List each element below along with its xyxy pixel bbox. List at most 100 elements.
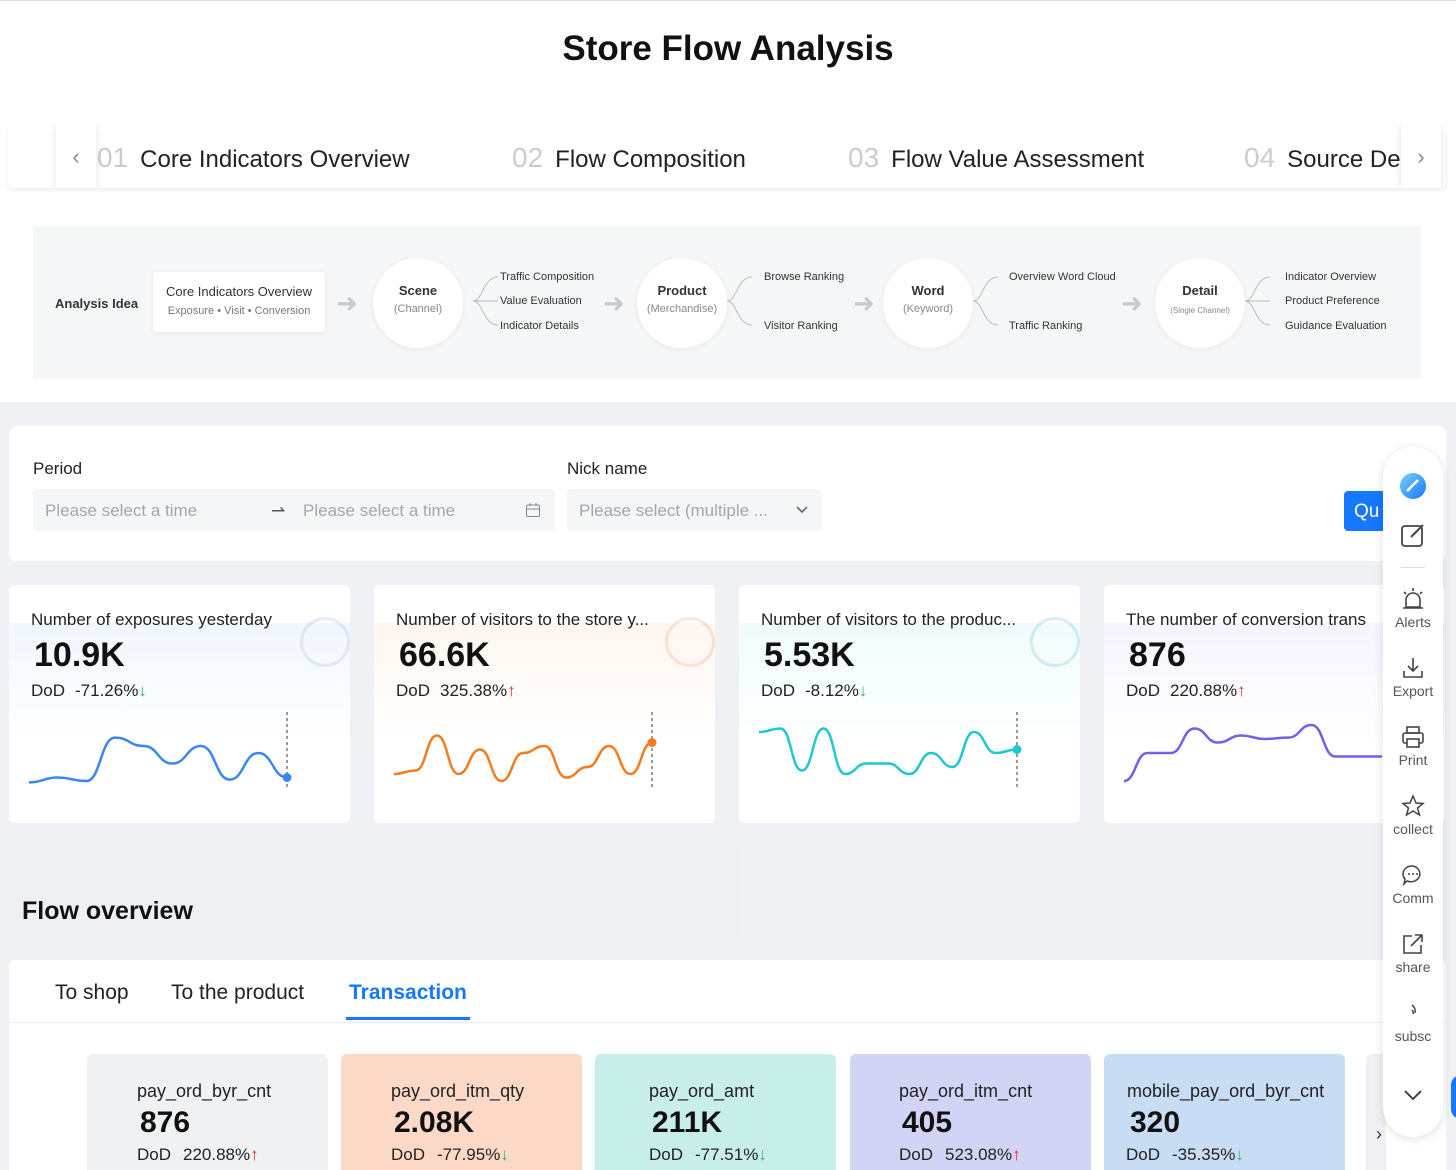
metric-name: pay_ord_byr_cnt: [137, 1081, 272, 1101]
sparkline-path: [1124, 723, 1382, 783]
metric-card[interactable]: pay_ord_amt 211K DoD -77.51%↓: [595, 1054, 836, 1170]
branch-lines: [727, 276, 753, 326]
step-2[interactable]: 02 Flow Composition: [512, 142, 746, 173]
kpi-value: 10.9K: [34, 636, 125, 674]
toolbar-divider: [1401, 567, 1425, 568]
share-button[interactable]: share: [1383, 932, 1443, 975]
flow-arrow-icon: ➜: [853, 288, 875, 318]
edit-button[interactable]: [1383, 521, 1443, 552]
metric-card[interactable]: pay_ord_itm_qty 2.08K DoD -77.95%↓: [341, 1054, 582, 1170]
user-watermark-icon: [665, 617, 715, 667]
metric-value: 320: [1130, 1106, 1181, 1139]
kpi-dod: DoD 220.88%↑: [1126, 681, 1246, 700]
period-start-input[interactable]: Please select a time: [45, 501, 198, 520]
branch-item: Value Evaluation: [500, 295, 582, 307]
arrow-up-icon: ↑: [1012, 1145, 1021, 1164]
period-label: Period: [33, 459, 83, 478]
branch-lines: [973, 276, 999, 326]
kpi-title: Number of visitors to the produc...: [761, 610, 1017, 629]
arrow-down-icon: ↓: [758, 1145, 767, 1164]
core-indicators-box: Core Indicators Overview Exposure • Visi…: [153, 272, 325, 332]
metric-value: 876: [140, 1106, 191, 1139]
page-title: Store Flow Analysis: [562, 29, 894, 68]
chevron-down-icon: [796, 506, 808, 514]
arrow-down-icon: ↓: [500, 1145, 509, 1164]
kpi-title: Number of exposures yesterday: [31, 610, 272, 629]
sparkline-point: [1012, 745, 1022, 754]
metric-dod: DoD 523.08%↑: [899, 1145, 1021, 1164]
arrow-down-icon: ↓: [1235, 1145, 1244, 1164]
active-tab-indicator: [346, 1017, 470, 1020]
assistant-bubble[interactable]: [1451, 1075, 1456, 1119]
kpi-sparkline: [1124, 723, 1382, 783]
metric-name: pay_ord_amt: [649, 1081, 755, 1101]
metric-value: 211K: [652, 1106, 723, 1139]
metric-dod: DoD -77.95%↓: [391, 1145, 509, 1164]
flow-arrow-icon: ➜: [603, 288, 625, 318]
arrow-up-icon: ↑: [507, 681, 516, 700]
kpi-card-tint: [9, 623, 350, 743]
toolbar-collapse-button[interactable]: [1383, 1087, 1443, 1106]
alarm-icon: [1403, 588, 1423, 609]
collect-button[interactable]: collect: [1383, 794, 1443, 837]
step-next-button[interactable]: ›: [1401, 126, 1441, 188]
metric-name: pay_ord_itm_cnt: [899, 1081, 1033, 1101]
subscribe-icon: [1411, 1004, 1416, 1015]
metric-name: pay_ord_itm_qty: [391, 1081, 525, 1101]
branch-lines: [473, 276, 499, 326]
step-3[interactable]: 03 Flow Value Assessment: [848, 142, 1145, 173]
node-detail: Detail (Single Channel): [1155, 258, 1245, 348]
period-range-picker[interactable]: Please select a time ⇀ Please select a t…: [33, 489, 555, 531]
metric-card[interactable]: mobile_pay_ord_byr_cnt 320 DoD -35.35%↓: [1104, 1054, 1345, 1170]
kpi-value: 66.6K: [399, 636, 490, 674]
kpi-dod: DoD 325.38%↑: [396, 681, 516, 700]
kpi-card-tint: [374, 623, 715, 743]
metric-card[interactable]: pay_ord_itm_cnt 405 DoD 523.08%↑: [850, 1054, 1091, 1170]
metric-card[interactable]: pay_ord_byr_cnt 876 DoD 220.88%↑: [87, 1054, 328, 1170]
tab-transaction[interactable]: Transaction: [349, 981, 467, 1004]
print-button[interactable]: Print: [1383, 725, 1443, 768]
arrow-up-icon: ↑: [1237, 681, 1246, 700]
branch-item: Indicator Details: [500, 320, 579, 332]
sparkline-path: [29, 736, 288, 784]
kpi-title: Number of visitors to the store y...: [396, 610, 649, 629]
kpi-card: Number of visitors to the store y... 66.…: [374, 585, 715, 823]
edit-icon: [1401, 524, 1424, 547]
tab-to-the-product[interactable]: To the product: [171, 981, 305, 1004]
step-prev-button[interactable]: ‹: [56, 126, 96, 188]
chevron-right-icon: ›: [1376, 1124, 1382, 1144]
nick-name-select[interactable]: Please select (multiple ...: [567, 489, 822, 531]
flow-overview-title: Flow overview: [22, 897, 193, 925]
analysis-idea-diagram: Analysis Idea Core Indicators Overview E…: [33, 226, 1421, 379]
calendar-icon[interactable]: [525, 502, 541, 518]
flow-arrow-icon: ➜: [1121, 288, 1143, 318]
arrow-up-icon: ↑: [250, 1145, 259, 1164]
subscribe-button[interactable]: subsc: [1383, 1001, 1443, 1044]
metric-dod: DoD 220.88%↑: [137, 1145, 259, 1164]
star-icon: [1401, 794, 1425, 817]
alerts-button[interactable]: Alerts: [1383, 587, 1443, 630]
metrics-next-button[interactable]: ›: [1376, 1124, 1382, 1145]
tab-to-shop[interactable]: To shop: [55, 981, 129, 1004]
share-icon: [1403, 934, 1423, 954]
sparkline-path: [759, 727, 1018, 776]
comment-button[interactable]: Comm: [1383, 863, 1443, 906]
range-arrow-icon: ⇀: [271, 501, 286, 520]
metric-value: 2.08K: [394, 1106, 475, 1139]
kpi-sparkline: [759, 712, 1022, 790]
filter-panel: Period Please select a time ⇀ Please sel…: [9, 426, 1446, 561]
app-logo-button[interactable]: [1383, 472, 1443, 503]
kpi-sparkline: [29, 712, 292, 790]
export-button[interactable]: Export: [1383, 656, 1443, 699]
node-product: Product (Merchandise): [637, 258, 727, 348]
globe-watermark-icon: [1030, 617, 1080, 667]
branch-item: Visitor Ranking: [764, 320, 838, 332]
branch-item: Overview Word Cloud: [1009, 271, 1116, 283]
period-end-input[interactable]: Please select a time: [303, 501, 456, 520]
branch-item: Traffic Composition: [500, 271, 595, 283]
download-icon: [1403, 658, 1423, 678]
step-4[interactable]: 04 Source De: [1244, 142, 1401, 173]
nick-name-label: Nick name: [567, 459, 648, 478]
step-1[interactable]: 01 Core Indicators Overview: [97, 142, 410, 173]
